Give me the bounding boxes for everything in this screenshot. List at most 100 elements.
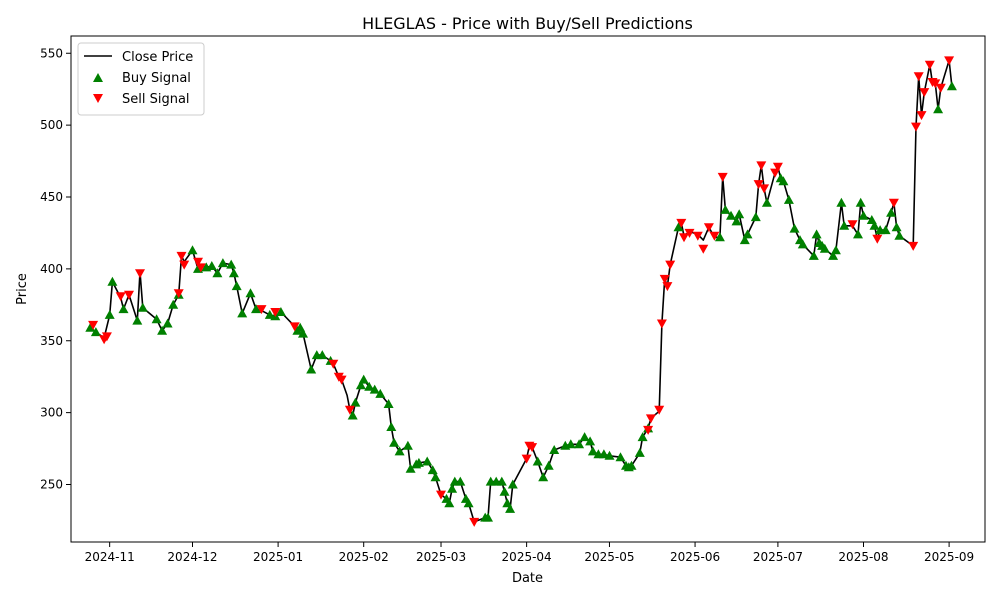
y-tick-label: 400 (40, 262, 63, 276)
sell-signal-marker (916, 111, 927, 121)
legend-buy-marker (93, 73, 103, 82)
buy-signal-marker (237, 308, 248, 318)
buy-signal-marker (634, 447, 645, 457)
x-tick-label: 2025-09 (924, 550, 974, 564)
sell-signal-marker (179, 260, 190, 270)
legend-label-buy-signal: Buy Signal (122, 71, 191, 86)
buy-signal-marker (543, 460, 554, 470)
buy-signal-marker (585, 436, 596, 446)
buy-signal-marker (298, 328, 308, 338)
buy-signal-marker (811, 229, 822, 239)
buy-signal-marker (734, 209, 745, 219)
sell-signal-marker (654, 405, 665, 415)
sell-signal-marker (935, 83, 946, 93)
sell-signal-marker (676, 218, 687, 228)
sell-signal-marker (344, 405, 355, 415)
buy-signal-marker (830, 245, 841, 255)
buy-signal-marker (369, 384, 380, 394)
sell-signal-marker (645, 414, 656, 424)
buy-signal-marker (90, 327, 101, 337)
buy-signal-marker (151, 314, 162, 324)
buy-signal-marker (880, 225, 891, 235)
buy-signal-marker (532, 456, 543, 466)
buy-signal-marker (85, 322, 96, 332)
buy-signal-marker (231, 281, 242, 291)
y-tick-label: 300 (40, 406, 63, 420)
buy-signal-marker (483, 512, 493, 522)
legend-label-close-price: Close Price (122, 50, 193, 65)
sell-signal-marker (698, 244, 709, 254)
x-tick-label: 2025-01 (253, 550, 303, 564)
buy-signal-marker (157, 325, 168, 335)
sell-signal-marker (847, 220, 858, 230)
buy-signal-marker (251, 304, 261, 314)
sell-signal-marker (692, 231, 703, 241)
buy-signal-marker (375, 388, 386, 398)
buy-signal-marker (226, 259, 237, 269)
sell-signal-marker (679, 233, 689, 243)
buy-signal-marker (855, 197, 866, 207)
sell-signal-marker (101, 332, 112, 342)
buy-signal-marker (463, 498, 474, 508)
buy-signal-marker (132, 315, 143, 325)
buy-signal-marker (626, 460, 637, 470)
buy-signal-marker (137, 302, 148, 312)
sell-signal-marker (684, 228, 695, 238)
y-tick-label: 550 (40, 46, 63, 60)
buy-signal-marker (505, 503, 516, 513)
buy-signal-marker (891, 222, 902, 232)
x-tick-label: 2025-06 (670, 550, 720, 564)
sell-signal-marker (913, 72, 924, 82)
sell-signal-marker (193, 257, 203, 267)
sell-signal-marker (759, 184, 770, 194)
buy-signal-marker (383, 399, 394, 408)
sell-signal-marker (289, 322, 300, 332)
buy-signal-marker (455, 476, 466, 486)
y-axis-label: Price (15, 273, 30, 305)
y-tick-label: 500 (40, 118, 63, 132)
buy-signal-marker (444, 498, 455, 508)
sell-signal-marker (336, 375, 347, 385)
sell-signal-marker (662, 282, 673, 292)
sell-signal-marker (717, 172, 728, 182)
x-axis-label: Date (512, 571, 543, 586)
buy-signal-markers (85, 81, 957, 522)
buy-signal-marker (264, 309, 275, 319)
x-tick-label: 2025-08 (838, 550, 888, 564)
y-axis: 250 300 350 400 450 500 550 (40, 46, 71, 492)
sell-signal-marker (656, 319, 667, 329)
x-tick-label: 2025-05 (584, 550, 634, 564)
buy-signal-marker (869, 220, 880, 230)
sell-signal-marker (195, 263, 206, 273)
x-tick-label: 2024-11 (85, 550, 135, 564)
plot-frame (70, 35, 986, 543)
buy-signal-marker (507, 479, 518, 489)
buy-signal-marker (355, 380, 366, 390)
buy-signal-marker (358, 374, 369, 384)
buy-signal-marker (413, 457, 424, 467)
buy-signal-marker (604, 450, 615, 460)
buy-signal-marker (427, 465, 438, 475)
sell-signal-marker (527, 443, 538, 453)
buy-signal-marker (598, 449, 609, 459)
buy-signal-marker (317, 350, 328, 360)
sell-signal-marker (643, 425, 654, 435)
buy-signal-marker (742, 229, 753, 239)
buy-signal-marker (245, 288, 256, 298)
buy-signal-marker (549, 445, 560, 454)
buy-signal-marker (587, 446, 598, 456)
buy-signal-marker (405, 463, 416, 473)
y-tick-label: 250 (40, 478, 63, 492)
sell-signal-marker (173, 289, 184, 299)
x-tick-label: 2025-04 (502, 550, 552, 564)
buy-signal-marker (731, 216, 742, 226)
buy-signal-marker (778, 176, 789, 186)
legend: Close Price Buy Signal Sell Signal (77, 42, 205, 116)
buy-signal-marker (565, 439, 576, 449)
buy-signal-marker (797, 239, 808, 249)
sell-signal-marker (256, 305, 267, 315)
buy-signal-marker (217, 258, 228, 268)
sell-signal-marker (944, 56, 955, 66)
buy-signal-marker (107, 276, 118, 286)
buy-signal-marker (761, 197, 772, 207)
